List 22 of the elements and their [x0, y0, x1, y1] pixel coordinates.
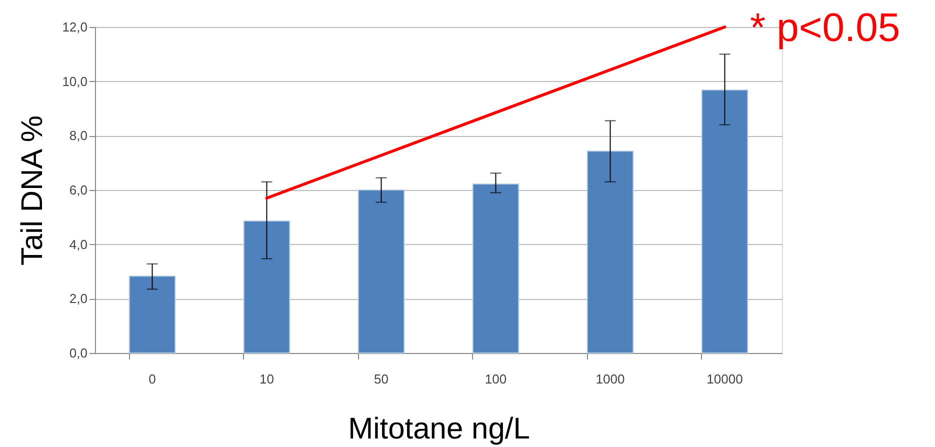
y-tick-label: 6,0: [69, 182, 88, 198]
bar: [586, 150, 634, 354]
x-axis-title: Mitotane ng/L: [348, 412, 530, 446]
x-tick-label: 10000: [706, 372, 743, 386]
x-tick-label: 1000: [596, 372, 625, 386]
y-axis-title: Tail DNA %: [16, 115, 50, 266]
y-tick-label: 4,0: [69, 236, 88, 252]
bar: [358, 190, 405, 354]
x-tick-label: 100: [484, 372, 507, 386]
bar: [472, 184, 520, 354]
annotation: * p<0.05: [750, 6, 900, 50]
bar: [243, 220, 290, 354]
bar: [701, 90, 748, 354]
y-tick-label: 0,0: [69, 346, 88, 360]
y-tick-label: 2,0: [69, 291, 88, 306]
y-tick-label: 10,0: [62, 74, 88, 89]
y-tick-label: 12,0: [62, 20, 88, 34]
y-tick-label: 8,0: [69, 128, 88, 144]
x-tick-label: 10: [260, 372, 274, 386]
x-tick-label: 0: [148, 372, 156, 386]
x-tick-label: 50: [374, 372, 388, 386]
bar: [128, 276, 176, 354]
